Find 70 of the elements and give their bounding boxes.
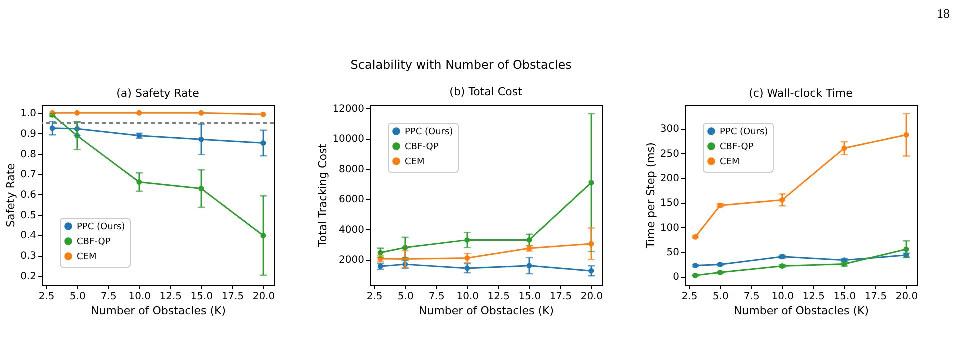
y-tick-label: 0.9: [20, 128, 36, 140]
point: [74, 110, 80, 116]
x-tick-label: 17.5: [222, 292, 244, 302]
x-tick-label: 20.0: [252, 292, 276, 302]
chart-title: (c) Wall-clock Time: [749, 87, 854, 100]
y-axis-title: Safety Rate: [4, 163, 18, 228]
legend-label: PPC (Ours): [720, 128, 768, 138]
legend-label: CBF-QP: [720, 142, 754, 152]
y-tick-label: 100: [660, 222, 680, 234]
x-tick-label: 10.0: [456, 292, 480, 302]
y-tick-label: 0.6: [20, 190, 36, 201]
legend-label: PPC (Ours): [77, 222, 126, 232]
y-tick-label: 250: [660, 148, 680, 160]
x-tick-label: 20.0: [580, 292, 604, 302]
point: [198, 110, 204, 116]
x-tick-label: 7.5: [744, 292, 760, 302]
point: [136, 110, 142, 116]
x-tick-label: 12.5: [488, 292, 510, 302]
y-tick-label: 150: [660, 198, 680, 210]
x-axis-title: Number of Obstacles (K): [90, 304, 226, 318]
x-tick-label: 2.5: [366, 292, 383, 302]
x-tick-label: 5.0: [70, 292, 86, 302]
y-tick-label: 4000: [339, 224, 364, 236]
legend-label: CBF-QP: [405, 142, 440, 152]
legend-label: PPC (Ours): [405, 128, 454, 138]
y-tick-label: 12000: [332, 104, 364, 115]
x-axis-title: Number of Obstacles (K): [734, 304, 870, 318]
y-tick-label: 300: [660, 124, 680, 136]
x-tick-label: 7.5: [428, 292, 445, 302]
text: 18: [937, 6, 950, 22]
x-tick-label: 12.5: [160, 292, 182, 302]
y-tick-label: 10000: [332, 134, 364, 146]
x-tick-label: 5.0: [398, 292, 414, 302]
x-tick-label: 17.5: [864, 292, 888, 302]
x-tick-label: 2.5: [682, 292, 698, 302]
y-tick-label: 0: [673, 272, 680, 284]
x-tick-label: 12.5: [802, 292, 826, 302]
point: [260, 112, 266, 118]
x-axis-title: Number of Obstacles (K): [418, 304, 554, 318]
y-tick-label: 1.0: [20, 108, 36, 120]
x-tick-label: 20.0: [896, 292, 918, 302]
x-tick-label: 15.0: [834, 292, 856, 302]
x-tick-label: 15.0: [518, 292, 542, 302]
y-tick-label: 0.5: [20, 210, 36, 222]
chart-title: (a) Safety Rate: [116, 87, 200, 100]
y-tick-label: 0.8: [20, 149, 36, 160]
legend-label: CEM: [405, 158, 425, 168]
text: Scalability with Number of Obstacles: [350, 58, 572, 72]
x-tick-label: 7.5: [100, 292, 117, 302]
y-tick-label: 50: [666, 247, 680, 258]
y-tick-label: 2000: [339, 255, 364, 266]
y-axis-title: Time per Step (ms): [644, 142, 658, 250]
chart-title: (b) Total Cost: [450, 85, 524, 98]
y-tick-label: 0.3: [20, 251, 36, 262]
y-tick-label: 0.2: [20, 271, 36, 282]
x-tick-label: 10.0: [128, 292, 152, 302]
y-tick-label: 0.7: [20, 170, 36, 181]
y-tick-label: 200: [660, 173, 680, 184]
y-axis-title: Total Tracking Cost: [316, 143, 330, 248]
y-tick-label: 0.4: [20, 230, 36, 242]
y-tick-label: 6000: [339, 194, 364, 206]
legend-label: CBF-QP: [77, 238, 112, 248]
legend-label: CEM: [77, 252, 97, 262]
legend-label: CEM: [720, 158, 740, 168]
x-tick-label: 17.5: [550, 292, 572, 302]
y-tick-label: 8000: [339, 164, 364, 176]
x-tick-label: 5.0: [712, 292, 729, 302]
x-tick-label: 2.5: [38, 292, 55, 302]
x-tick-label: 10.0: [772, 292, 794, 302]
x-tick-label: 15.0: [190, 292, 214, 302]
